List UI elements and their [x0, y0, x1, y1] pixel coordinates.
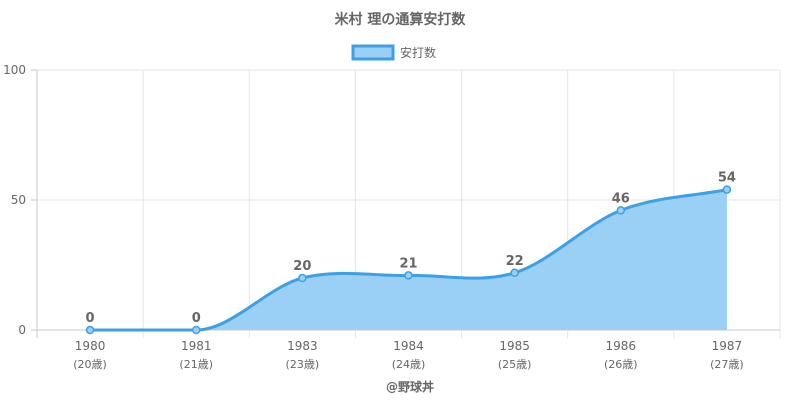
data-point	[404, 271, 413, 280]
y-tick-label: 100	[3, 63, 26, 77]
x-tick-label: 1984	[393, 339, 424, 353]
axes: 0 50 100 1980 (20歳) 1981 (21歳) 1983 (23歳) 1984 (24…	[3, 63, 744, 371]
data-label: 0	[86, 311, 95, 326]
x-tick-label: 1981	[181, 339, 212, 353]
x-tick-label: 1983	[287, 339, 318, 353]
legend-swatch	[351, 44, 395, 61]
x-tick-label: 1985	[499, 339, 530, 353]
data-label: 21	[399, 256, 417, 271]
data-point	[722, 185, 732, 194]
x-tick-sublabel: (25歳)	[498, 358, 532, 371]
credit-label: @野球丼	[386, 379, 434, 394]
data-point	[191, 325, 201, 335]
y-tick-label: 50	[11, 193, 26, 207]
data-point	[85, 325, 95, 335]
y-tick-label: 0	[18, 323, 26, 337]
chart-title: 米村 理の通算安打数	[335, 11, 467, 28]
x-tick-label: 1980	[75, 339, 106, 353]
data-labels: 0 0 20 21 22 46 54	[86, 171, 736, 326]
x-tick-sublabel: (27歳)	[710, 358, 744, 371]
area-fill	[90, 189, 727, 330]
data-points	[85, 185, 732, 335]
x-tick-label: 1987	[712, 339, 743, 353]
data-label: 20	[293, 259, 311, 274]
x-tick-sublabel: (23歳)	[286, 358, 320, 371]
data-point	[616, 206, 626, 215]
data-label: 0	[192, 311, 201, 326]
data-point	[510, 268, 519, 278]
legend[interactable]: 安打数	[351, 44, 436, 61]
x-tick-sublabel: (24歳)	[392, 358, 426, 371]
x-tick-sublabel: (21歳)	[179, 358, 213, 371]
x-tick-sublabel: (20歳)	[73, 358, 107, 371]
data-label: 46	[612, 191, 630, 206]
x-tick-label: 1986	[606, 339, 637, 353]
data-point	[298, 273, 307, 283]
legend-label: 安打数	[400, 45, 436, 60]
data-label: 54	[718, 171, 736, 186]
x-tick-sublabel: (26歳)	[604, 358, 638, 371]
data-label: 22	[506, 254, 524, 269]
